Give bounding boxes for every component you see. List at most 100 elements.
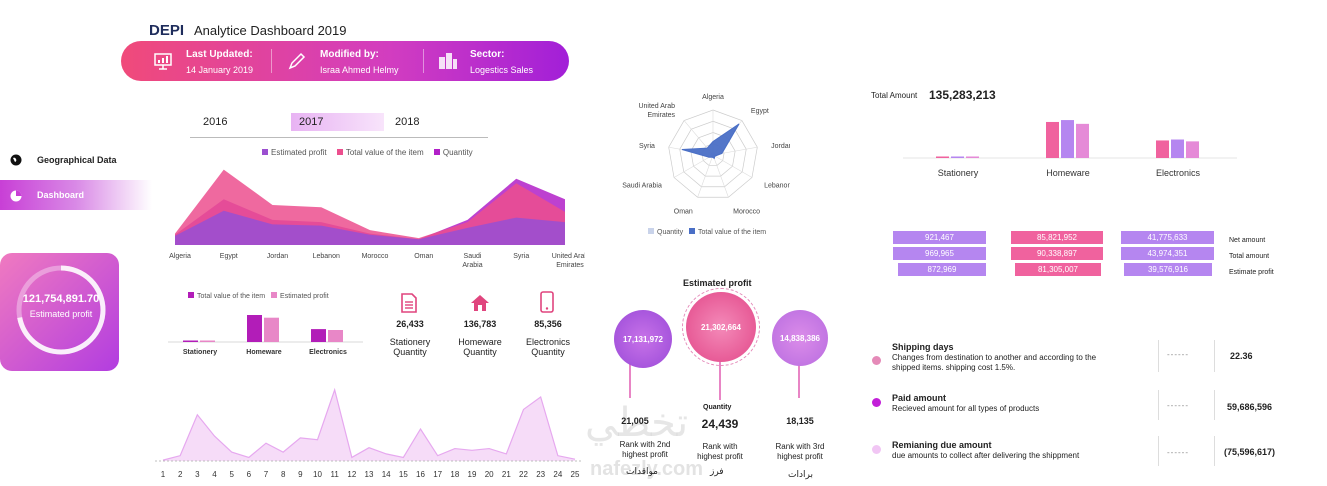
x-tick-label: 4 [212,470,217,479]
radar-spoke [712,154,753,178]
x-tick-label: Algeria [169,253,191,260]
legend-swatch [336,149,343,155]
bubble-2-rank: Rank with highest profit [680,442,760,462]
x-tick-label: 18 [450,470,459,479]
radar-grid [690,132,736,177]
arabic-label-3: برادات [788,470,813,480]
total-amount-label: Total Amount [871,91,918,100]
bar [264,317,279,342]
brand-logo: DEPI [149,22,185,39]
x-tick-label: 8 [281,470,286,479]
radar-grid [679,120,747,188]
legend-swatch [188,292,194,298]
radar-axis-label: Morocco [733,208,760,215]
modified-by-value: Israa Ahmed Helmy [320,65,399,75]
amount-col-stationery: 921,467 969,965 872,969 [893,231,988,276]
sector-label: Sector: [470,49,505,60]
bar [183,340,198,342]
amount-cell: 921,467 [893,231,986,244]
radar-axis-label: Syria [639,143,655,150]
legend-label: Estimated profit [280,293,329,300]
nav-dashboard-active[interactable] [0,180,152,210]
metric-desc-line: Changes from destination to another and … [892,353,1097,362]
x-tick-label: Stationery [183,349,217,356]
page-title: Analytice Dashboard 2019 [194,23,347,38]
legend-label: Total value of the item [345,148,424,157]
bar [247,315,262,342]
x-tick-label: Morocco [362,253,389,260]
amount-cell: 969,965 [893,247,986,260]
radar-axis-label: United Arab Emirates [638,103,675,119]
bar [1156,140,1169,158]
kpi-label: Estimated profit [29,309,93,319]
x-tick-label: 9 [298,470,303,479]
globe-icon [10,153,22,171]
year-tab-2017[interactable]: 2017 [299,116,324,128]
area-line [162,387,576,461]
x-tick-label: 3 [195,470,200,479]
x-tick-label: Lebanon [313,253,340,260]
metric-dashes: ------ [1167,448,1189,457]
electronics-quantity-label: Electronics Quantity [518,337,578,357]
radar-spoke [673,154,714,178]
last-updated-value: 14 January 2019 [186,65,254,75]
stationery-quantity-value: 26,433 [396,319,424,329]
profit-bubble-ring [682,288,760,366]
radar-series-1 [681,123,740,160]
legend-swatch [648,228,654,234]
metric-divider [1158,436,1159,466]
nav-geographical-data[interactable]: Geographical Data [37,155,117,165]
home-icon [470,294,490,317]
bar [1046,121,1059,158]
amount-row-labels: Net amount Total amount Estimate profit [1229,233,1274,281]
total-amount-value: 135,283,213 [929,88,996,102]
pie-chart-icon [10,189,22,207]
nav-dashboard[interactable]: Dashboard [37,190,85,200]
homeware-quantity-label: Homeware Quantity [450,337,510,357]
kpi-ring [16,265,106,355]
amount-row-label: Estimate profit [1229,269,1274,276]
metric-divider [1158,390,1159,420]
x-tick-label: 21 [502,470,511,479]
amount-cell: 85,821,952 [1011,231,1103,244]
kpi-value: 121,754,891.70 [22,293,100,305]
pencil-icon [288,52,306,70]
x-tick-label: Homeware [246,349,282,356]
bar [966,156,979,158]
radar-axis-label: Saudi Arabia [622,183,662,190]
quantity-label-line2: Quantity [393,347,427,357]
x-tick-label: 7 [264,470,269,479]
x-tick-label: 25 [571,470,580,479]
bubble-stem [629,340,631,398]
bubble-stem [719,355,721,400]
amount-cell: 872,969 [898,263,986,276]
bar [1186,141,1199,158]
metric-desc-remaining: due amounts to collect after delivering … [892,451,1080,460]
rank-line1: Rank with 3rd [775,442,825,451]
x-tick-label: Electronics [1156,168,1201,178]
x-tick-label: 16 [416,470,425,479]
info-bar: Last Updated: 14 January 2019 Modified b… [121,41,569,81]
amount-row-label: Net amount [1229,237,1266,244]
quantity-label-line1: Homeware [458,337,502,347]
x-tick-label: 2 [178,470,183,479]
metric-value-paid: 59,686,596 [1227,402,1273,412]
rank-line2: highest profit [697,452,743,461]
radar-axis-label: Jordan [771,143,790,150]
country-radar-chart: Algeria Egypt Jordan Lebanon Morocco Oman Saud… [622,94,790,215]
radar-spoke [697,154,714,198]
x-tick-label: 11 [331,470,340,479]
year-tab-2016[interactable]: 2016 [203,116,228,128]
metric-desc-paid: Recieved amount for all types of product… [892,404,1040,413]
radar-grid [668,109,758,198]
amount-cell: 41,775,633 [1121,231,1214,244]
year-tab-2018[interactable]: 2018 [395,116,420,128]
divider [190,137,488,138]
tick-line: Saudi [464,253,482,260]
buildings-icon [439,53,457,69]
watermark-latin: nafezly.com [590,458,703,480]
x-tick-label: Saudi Arabia [462,253,482,269]
x-tick-label: United Arab Emirates [552,253,585,269]
quantity-label-line2: Quantity [531,347,565,357]
x-tick-label: 10 [313,470,322,479]
